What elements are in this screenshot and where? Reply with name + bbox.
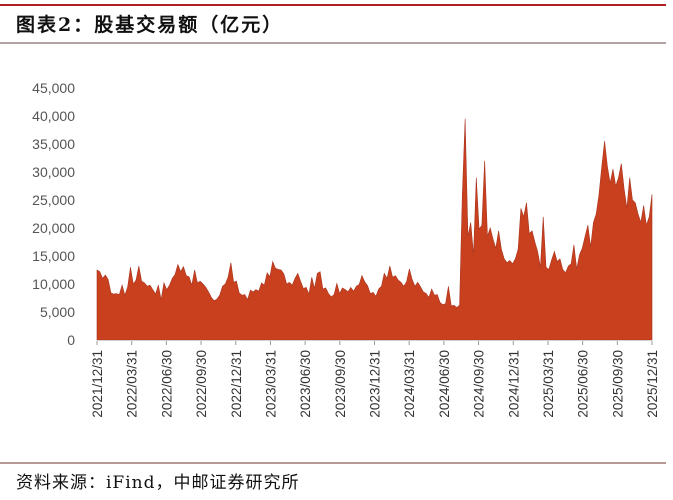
x-axis: 2021/12/31 2022/03/31 2022/06/30 2022/09/30…	[90, 341, 660, 418]
x-tick-label: 2023/06/30	[298, 350, 313, 418]
y-tick-label: 45,000	[32, 80, 75, 96]
x-tick-label: 2023/12/31	[368, 350, 383, 418]
x-tick-label: 2025/06/30	[576, 350, 591, 418]
trading-volume-area	[96, 118, 653, 341]
x-tick-label: 2025/12/31	[645, 350, 660, 418]
x-tick-label: 2022/12/31	[229, 350, 244, 418]
y-tick-label: 15,000	[32, 248, 75, 264]
x-tick-label: 2023/09/30	[333, 350, 348, 418]
x-tick-label: 2024/12/31	[506, 350, 521, 418]
x-tick-label: 2022/09/30	[194, 350, 209, 418]
y-axis: 0 5,000 10,000 15,000 20,000 25,000 30,000 35,0…	[32, 80, 75, 348]
y-tick-label: 20,000	[32, 220, 75, 236]
y-tick-label: 10,000	[32, 276, 75, 292]
x-tick-label: 2021/12/31	[90, 350, 105, 418]
y-tick-label: 25,000	[32, 192, 75, 208]
y-tick-label: 40,000	[32, 108, 75, 124]
title-divider	[0, 42, 666, 44]
x-tick-label: 2025/03/31	[541, 350, 556, 418]
x-tick-label: 2023/03/31	[263, 350, 278, 418]
chart-title: 图表2：股基交易额（亿元）	[16, 14, 284, 36]
x-tick-label: 2024/09/30	[472, 350, 487, 418]
y-tick-label: 0	[67, 332, 75, 348]
y-tick-label: 5,000	[40, 304, 75, 320]
y-tick-label: 30,000	[32, 164, 75, 180]
bottom-divider	[0, 462, 666, 464]
source-note: 资料来源：iFind，中邮证券研究所	[16, 473, 300, 493]
top-rule	[0, 4, 666, 6]
x-tick-label: 2022/06/30	[159, 350, 174, 418]
x-tick-label: 2025/09/30	[610, 350, 625, 418]
y-tick-label: 35,000	[32, 136, 75, 152]
x-tick-label: 2024/03/31	[402, 350, 417, 418]
x-tick-label: 2022/03/31	[125, 350, 140, 418]
x-tick-label: 2024/06/30	[437, 350, 452, 418]
